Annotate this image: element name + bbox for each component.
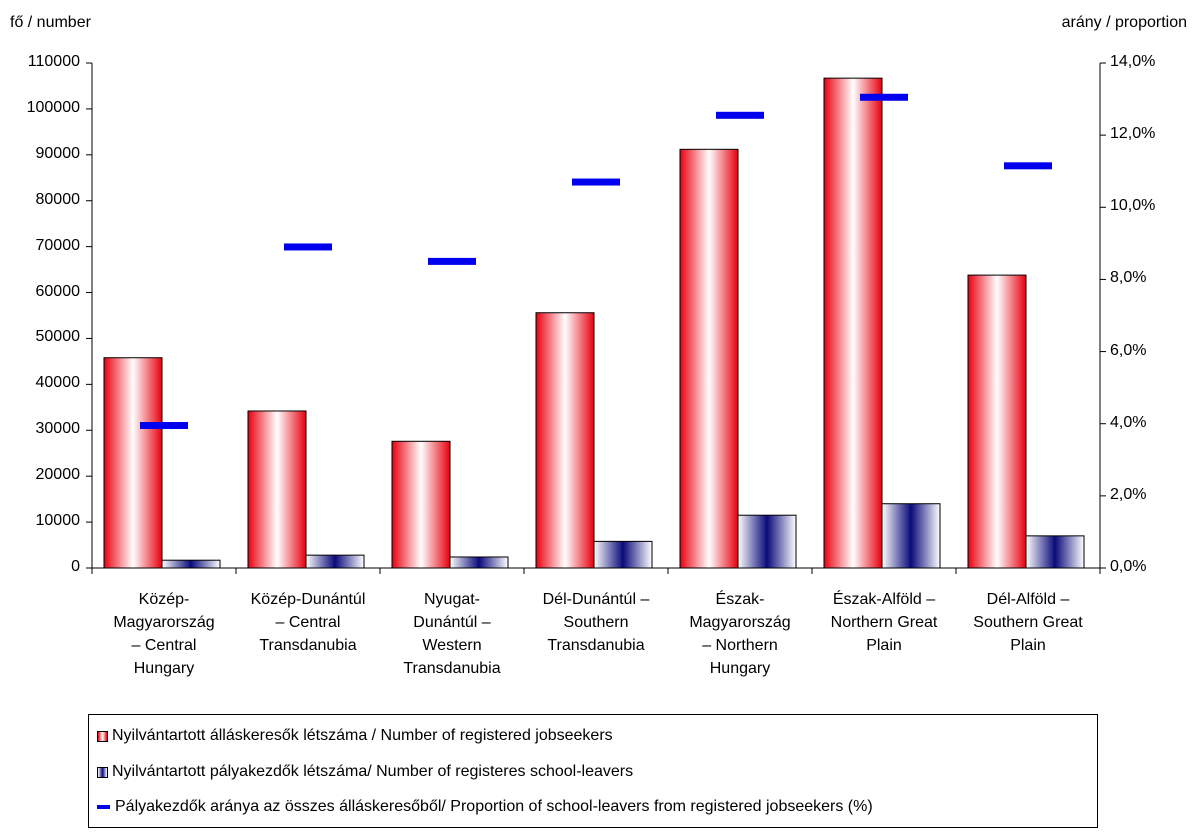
- left-tick-label: 110000: [27, 53, 80, 70]
- left-tick-label: 0: [71, 558, 80, 575]
- bar-jobseekers: [823, 77, 883, 569]
- marker-proportion: [428, 257, 476, 265]
- left-tick-label: 50000: [35, 328, 81, 346]
- bar-school-leavers: [305, 554, 365, 569]
- legend-item-jobseekers: Nyilvántartott álláskeresők létszáma / N…: [97, 727, 613, 745]
- right-axis-title: arány / proportion: [1061, 14, 1187, 31]
- bar-jobseekers: [103, 357, 163, 569]
- bar-school-leavers: [881, 503, 941, 569]
- legend: Nyilvántartott álláskeresők létszáma / N…: [88, 714, 1098, 828]
- right-tick-label: 12,0%: [1110, 125, 1156, 143]
- category-label: Észak-Alföld – Northern Great Plain: [830, 591, 938, 654]
- right-tick-label: 10,0%: [1110, 197, 1156, 215]
- right-tick-label: 2,0%: [1110, 485, 1147, 503]
- left-tick-label: 60000: [35, 282, 81, 300]
- legend-swatch-jobseekers: [97, 730, 108, 742]
- legend-swatch-school-leavers: [97, 766, 108, 778]
- legend-label-proportion: Pályakezdők aránya az összes álláskereső…: [115, 798, 873, 815]
- category-label: Dél-Alföld – Southern Great Plain: [973, 591, 1083, 654]
- marker-proportion: [860, 93, 908, 101]
- bar-school-leavers: [737, 514, 797, 569]
- bar-school-leavers: [1025, 535, 1085, 569]
- marker-proportion: [284, 243, 332, 251]
- legend-item-proportion: Pályakezdők aránya az összes álláskereső…: [97, 798, 873, 816]
- marker-proportion: [140, 422, 188, 430]
- legend-item-school-leavers: Nyilvántartott pályakezdők létszáma/ Num…: [97, 763, 633, 781]
- bar-school-leavers: [161, 559, 221, 569]
- bar-school-leavers: [449, 556, 509, 569]
- right-tick-label: 8,0%: [1110, 269, 1147, 287]
- right-tick-label: 14,0%: [1110, 53, 1156, 70]
- category-label: Dél-Dunántúl – Southern Transdanubia: [542, 591, 650, 654]
- legend-label-school-leavers: Nyilvántartott pályakezdők létszáma/ Num…: [112, 763, 634, 780]
- left-tick-label: 70000: [35, 236, 81, 254]
- marker-proportion: [1004, 162, 1052, 170]
- bar-jobseekers: [391, 440, 451, 569]
- left-tick-label: 80000: [35, 190, 81, 208]
- left-tick-label: 100000: [26, 98, 80, 116]
- left-tick-label: 30000: [35, 420, 81, 438]
- left-tick-label: 90000: [35, 144, 81, 162]
- right-tick-label: 4,0%: [1110, 413, 1147, 431]
- bar-jobseekers: [679, 148, 739, 569]
- bar-jobseekers: [535, 312, 595, 569]
- bar-jobseekers: [247, 410, 307, 569]
- left-tick-label: 40000: [35, 374, 81, 392]
- bar-jobseekers: [967, 274, 1027, 569]
- right-tick-label: 0,0%: [1110, 558, 1147, 575]
- legend-swatch-proportion: [97, 805, 110, 809]
- left-tick-label: 10000: [35, 512, 81, 530]
- legend-label-jobseekers: Nyilvántartott álláskeresők létszáma / N…: [112, 727, 613, 744]
- category-label: Közép- Magyarország – Central Hungary: [113, 591, 215, 677]
- left-axis-title: fő / number: [10, 14, 91, 31]
- category-label: Közép-Dunántúl – Central Transdanubia: [250, 591, 366, 654]
- bar-school-leavers: [593, 540, 653, 569]
- marker-proportion: [716, 111, 764, 119]
- right-tick-label: 6,0%: [1110, 341, 1147, 359]
- category-label: Észak- Magyarország – Northern Hungary: [689, 591, 791, 677]
- marker-proportion: [572, 178, 620, 186]
- left-tick-label: 20000: [35, 466, 81, 484]
- category-label: Nyugat- Dunántúl – Western Transdanubia: [403, 591, 501, 677]
